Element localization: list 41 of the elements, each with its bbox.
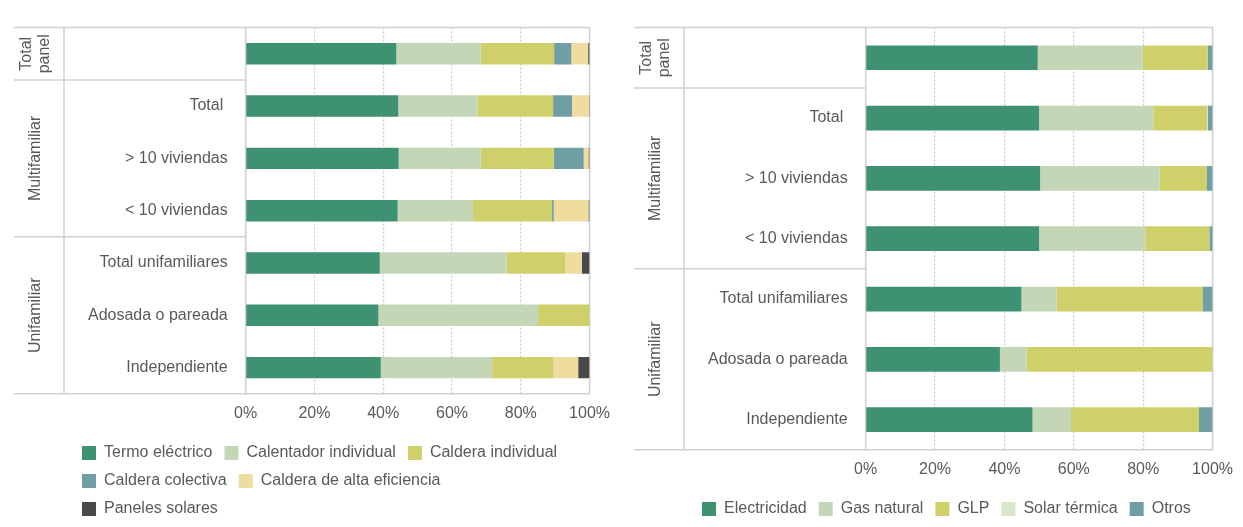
legend-label: GLP — [957, 499, 990, 517]
legend-label: Termo eléctrico — [104, 443, 213, 461]
text: Total panel — [637, 38, 673, 78]
x-tick-label: 0% — [234, 403, 258, 421]
legend-label: Caldera colectiva — [104, 471, 227, 489]
y-tick-label: > 10 viviendas — [744, 168, 848, 186]
legend-label: Calentador individual — [246, 443, 396, 461]
y-tick-label: Independiente — [746, 410, 848, 428]
text: Total panel — [17, 34, 53, 74]
y-tick-label: Total unifamiliares — [99, 253, 228, 271]
x-tick-label: 100% — [569, 403, 610, 421]
legend-label: Otros — [1151, 499, 1191, 517]
legend-label: Solar térmica — [1023, 499, 1118, 517]
x-tick-label: 60% — [1057, 459, 1090, 477]
y-tick-label: Adosada o pareada — [88, 305, 228, 323]
legend-label: Paneles solares — [104, 499, 218, 517]
y-tick-label: Total unifamiliares — [719, 289, 848, 307]
legend-label: Caldera individual — [429, 443, 558, 461]
legend-label: Caldera de alta eficiencia — [260, 471, 441, 489]
y-tick-label: Adosada o pareada — [708, 349, 848, 367]
x-tick-label: 40% — [367, 403, 400, 421]
y-tick-label: > 10 viviendas — [124, 148, 228, 166]
x-tick-label: 0% — [854, 459, 878, 477]
legend-label: Gas natural — [840, 499, 924, 517]
x-tick-label: 20% — [919, 459, 952, 477]
x-tick-label: 40% — [988, 459, 1021, 477]
y-tick-label: Total — [189, 96, 228, 114]
text: Unifamiliar — [646, 320, 664, 398]
text: Multifamiliar — [646, 135, 664, 222]
x-tick-label: 20% — [298, 403, 331, 421]
text: Multifamiliar — [26, 115, 44, 202]
y-tick-label: Total — [809, 108, 848, 126]
y-tick-label: < 10 viviendas — [124, 201, 228, 219]
x-tick-label: 100% — [1192, 459, 1233, 477]
x-tick-label: 80% — [504, 403, 537, 421]
y-tick-label: < 10 viviendas — [744, 229, 848, 247]
text: Unifamiliar — [26, 276, 44, 354]
legend-label: Electricidad — [724, 499, 807, 517]
x-tick-label: 60% — [435, 403, 469, 421]
x-tick-label: 80% — [1127, 459, 1160, 477]
y-tick-label: Independiente — [126, 358, 228, 376]
